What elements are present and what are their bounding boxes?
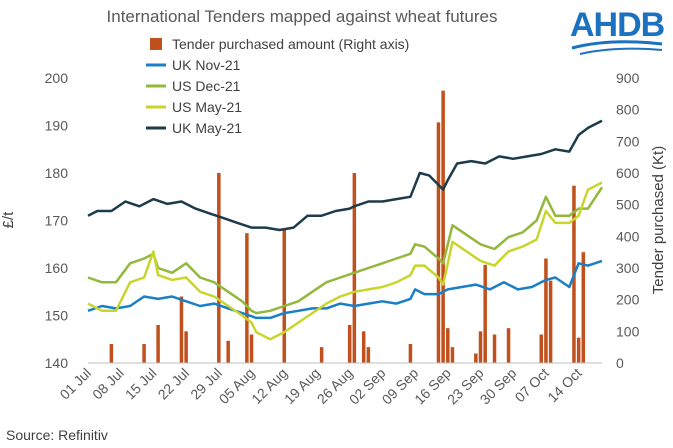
legend-swatch-bar — [150, 38, 162, 50]
x-tick-label: 22 Jul — [155, 365, 193, 403]
right-axis-ticks: 0 100 200 300 400 500 600 700 800 900 — [616, 70, 640, 371]
left-tick-label: 140 — [45, 355, 69, 371]
tender-bar — [109, 344, 114, 363]
tender-bar — [446, 328, 450, 363]
tender-bar — [249, 334, 254, 363]
right-tick-label: 500 — [616, 197, 640, 213]
x-tick-label: 30 Sep — [477, 365, 520, 408]
right-tick-label: 400 — [616, 228, 640, 244]
chart-title: International Tenders mapped against whe… — [107, 7, 498, 26]
legend-label: UK Nov-21 — [172, 57, 241, 73]
right-tick-label: 0 — [616, 355, 624, 371]
tender-bar — [581, 252, 586, 363]
x-tick-label: 07 Oct — [512, 365, 553, 406]
right-tick-label: 800 — [616, 102, 640, 118]
tender-bar — [408, 344, 413, 363]
left-tick-label: 180 — [45, 165, 69, 181]
tender-bar — [548, 280, 553, 363]
x-tick-label: 19 Aug — [281, 365, 323, 407]
right-tick-label: 200 — [616, 292, 640, 308]
left-axis-title: £/t — [0, 211, 17, 229]
logo-swoosh-2 — [579, 47, 663, 55]
left-tick-label: 150 — [45, 308, 69, 324]
legend-label: US May-21 — [172, 99, 242, 115]
tender-bar — [436, 122, 441, 363]
tender-bar — [544, 258, 548, 363]
legend-label: UK May-21 — [172, 120, 242, 136]
tender-bar — [226, 340, 230, 363]
left-tick-label: 190 — [45, 118, 69, 134]
right-tick-label: 300 — [616, 260, 640, 276]
legend-label: US Dec-21 — [172, 78, 241, 94]
left-tick-label: 160 — [45, 260, 69, 276]
x-tick-label: 12 Aug — [248, 365, 290, 407]
tender-bar — [142, 344, 146, 363]
tender-bar — [539, 334, 544, 363]
tender-bar — [492, 334, 497, 363]
tender-bar — [156, 325, 160, 363]
right-tick-label: 700 — [616, 133, 640, 149]
tender-bar — [184, 331, 188, 363]
tender-bar — [319, 347, 324, 363]
right-axis-title: Tender purchased (Kt) — [650, 146, 667, 294]
series-line-us-may-21 — [87, 181, 603, 341]
tender-bar — [576, 337, 581, 363]
series-line-uk-may-21 — [87, 119, 603, 232]
legend-label: Tender purchased amount (Right axis) — [172, 36, 409, 52]
x-tick-label: 14 Oct — [544, 365, 585, 406]
tender-bar — [506, 328, 511, 363]
tender-bar — [361, 331, 366, 363]
right-tick-label: 100 — [616, 323, 640, 339]
series-line-us-dec-21 — [87, 186, 604, 315]
ahdb-logo-text: AHDB — [570, 6, 665, 44]
left-tick-label: 200 — [45, 70, 69, 86]
x-tick-label: 15 Jul — [122, 365, 160, 403]
tender-bar — [474, 353, 478, 363]
price-lines — [87, 119, 604, 341]
left-axis-ticks: 140 150 160 170 180 190 200 — [45, 70, 69, 371]
right-tick-label: 600 — [616, 165, 640, 181]
tender-bar — [245, 233, 249, 363]
tender-bar — [217, 173, 221, 363]
logo-swoosh-1 — [571, 40, 663, 50]
tender-bar — [478, 331, 483, 363]
tender-bars — [109, 90, 586, 364]
tender-bar — [179, 296, 184, 363]
x-tick-label: 08 Jul — [89, 365, 127, 403]
legend: Tender purchased amount (Right axis) UK N… — [146, 36, 409, 136]
source-note: Source: Refinitiv — [6, 427, 108, 443]
tender-bar — [366, 347, 371, 363]
tender-bar — [441, 90, 445, 364]
x-tick-label: 05 Aug — [216, 365, 258, 407]
tender-bar — [352, 173, 357, 363]
tender-bar — [282, 230, 287, 363]
right-tick-label: 900 — [616, 70, 640, 86]
tender-bar — [483, 264, 487, 363]
left-tick-label: 170 — [45, 213, 69, 229]
tender-bar — [450, 347, 455, 363]
ahdb-logo: AHDB — [570, 6, 666, 55]
series-line-uk-nov-21 — [87, 259, 603, 320]
tender-bar — [347, 325, 352, 363]
